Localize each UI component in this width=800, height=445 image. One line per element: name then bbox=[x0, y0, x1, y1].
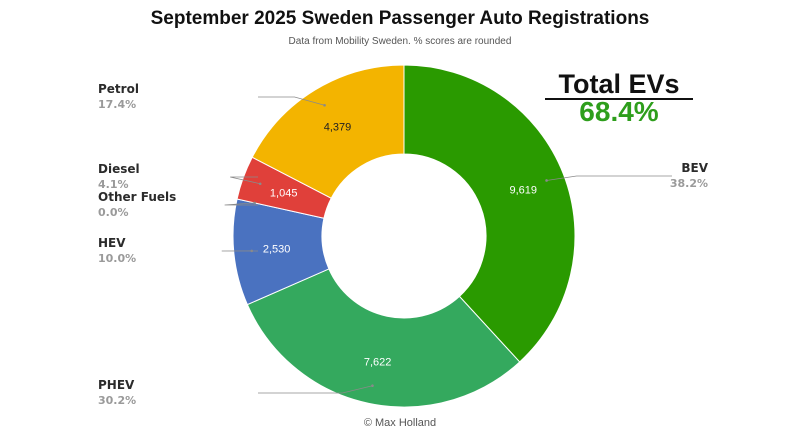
category-label-petrol: Petrol bbox=[98, 82, 139, 96]
category-label-hev: HEV bbox=[98, 236, 126, 250]
percent-label-diesel: 4.1% bbox=[98, 178, 129, 191]
data-label-petrol: 4,379 bbox=[324, 122, 352, 134]
category-label-bev: BEV bbox=[681, 161, 708, 175]
category-label-phev: PHEV bbox=[98, 378, 135, 392]
credit-text: © Max Holland bbox=[363, 417, 437, 429]
slice-bev bbox=[403, 64, 576, 363]
leader-line-bev bbox=[546, 175, 672, 181]
percent-label-phev: 30.2% bbox=[98, 394, 136, 407]
category-label-other-fuels: Other Fuels bbox=[98, 190, 176, 204]
leader-dot-other-fuels bbox=[253, 201, 256, 205]
chart-title: September 2025 Sweden Passenger Auto Reg… bbox=[150, 8, 650, 29]
slice-phev bbox=[246, 268, 521, 408]
leader-dot-phev bbox=[371, 384, 374, 388]
slice-petrol bbox=[251, 64, 405, 199]
leader-line-phev bbox=[258, 385, 373, 394]
chart-subtitle: Data from Mobility Sweden. % scores are … bbox=[288, 36, 512, 47]
percent-label-bev: 38.2% bbox=[670, 177, 708, 190]
leader-line-diesel bbox=[230, 176, 261, 185]
leader-dot-bev bbox=[545, 179, 548, 182]
percent-label-petrol: 17.4% bbox=[98, 98, 136, 111]
total-evs-title: Total EVs bbox=[545, 70, 693, 100]
data-label-bev: 9,619 bbox=[510, 185, 538, 197]
percent-label-other-fuels: 0.0% bbox=[98, 206, 129, 219]
data-label-phev: 7,622 bbox=[364, 356, 392, 368]
data-label-hev: 2,530 bbox=[263, 243, 291, 255]
percent-label-hev: 10.0% bbox=[98, 252, 136, 265]
total-evs-value: 68.4% bbox=[579, 96, 659, 127]
leader-line-petrol bbox=[258, 96, 325, 106]
data-label-diesel: 1,045 bbox=[270, 187, 298, 199]
leader-dot-diesel bbox=[258, 182, 262, 186]
leader-line-other-fuels bbox=[224, 202, 258, 206]
category-label-diesel: Diesel bbox=[98, 162, 140, 176]
leader-dot-petrol bbox=[323, 103, 326, 107]
leader-dot-hev bbox=[250, 249, 254, 253]
